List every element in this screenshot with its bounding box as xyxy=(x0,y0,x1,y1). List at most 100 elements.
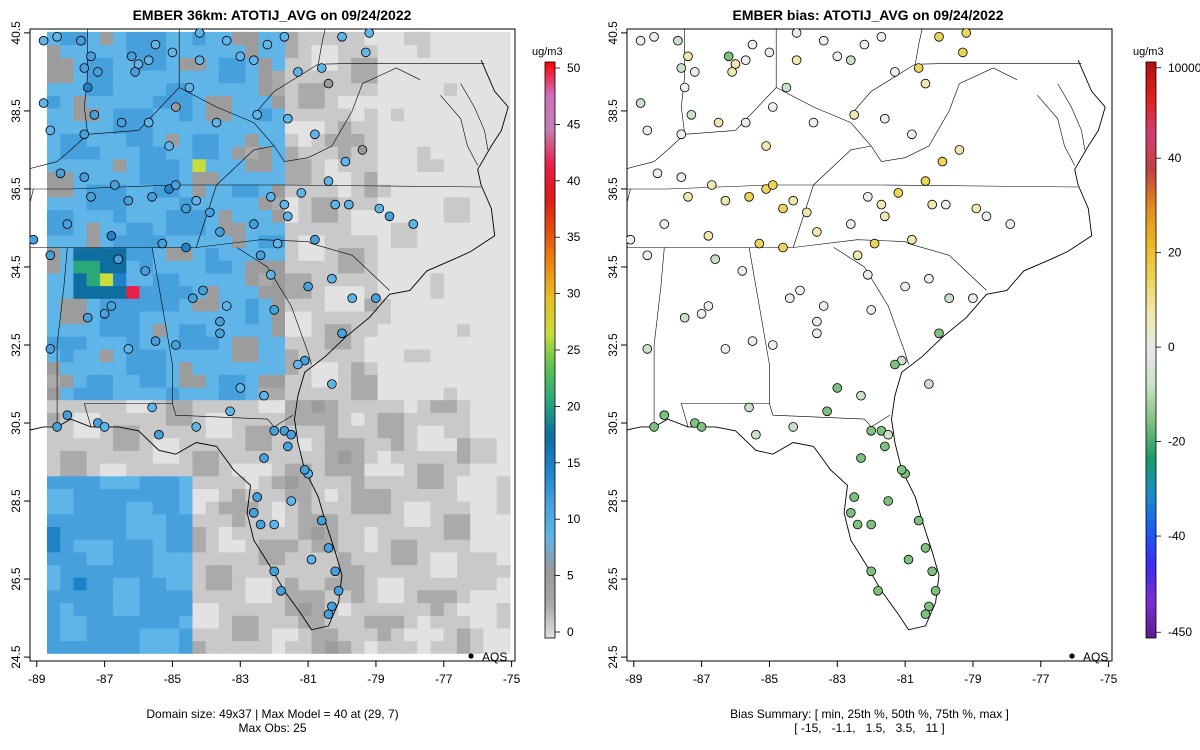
observation-site-marker xyxy=(150,336,161,346)
model-grid-cell xyxy=(139,285,154,299)
state-border xyxy=(56,247,68,427)
y-axis-tick-label: 28.5 xyxy=(9,489,23,513)
model-grid-cell xyxy=(99,374,114,388)
model-grid-cell xyxy=(113,564,127,578)
model-grid-cell xyxy=(457,501,471,515)
model-grid-cell xyxy=(443,323,458,337)
model-grid-cell xyxy=(47,146,61,160)
model-grid-cell xyxy=(205,564,220,578)
model-grid-cell xyxy=(166,31,180,46)
model-grid-cell xyxy=(232,260,246,274)
state-border xyxy=(922,63,1082,65)
model-grid-cell xyxy=(377,44,392,58)
model-grid-cell xyxy=(430,184,445,198)
model-grid-cell xyxy=(377,386,392,401)
model-grid-cell xyxy=(390,44,405,58)
model-grid-cell xyxy=(430,196,445,211)
model-grid-cell xyxy=(179,57,193,71)
model-grid-cell xyxy=(470,323,484,337)
model-grid-cell xyxy=(443,247,458,261)
model-grid-cell xyxy=(113,589,127,604)
model-grid-cell xyxy=(457,44,471,58)
right-footer-bias-values: [ -15, -1.1, 1.5, 3.5, 11 ] xyxy=(794,721,945,735)
model-grid-cell xyxy=(179,564,193,578)
bias-site-marker xyxy=(801,207,812,218)
model-grid-cell xyxy=(298,108,313,122)
model-grid-cell xyxy=(271,602,286,616)
model-grid-cell xyxy=(377,539,392,553)
model-grid-cell xyxy=(271,348,286,363)
model-grid-cell xyxy=(166,475,180,489)
model-grid-cell xyxy=(218,463,233,477)
model-grid-cell xyxy=(457,640,471,654)
model-grid-cell xyxy=(218,577,233,591)
left-map-observation-sites xyxy=(30,29,419,619)
model-grid-cell xyxy=(390,602,405,616)
model-grid-cell xyxy=(457,399,471,413)
model-grid-cell xyxy=(377,463,392,477)
bias-site-marker xyxy=(920,176,931,186)
model-grid-cell xyxy=(232,209,246,223)
observation-site-marker xyxy=(316,63,327,73)
model-grid-cell xyxy=(60,133,74,147)
model-grid-cell xyxy=(324,234,339,249)
model-grid-cell xyxy=(47,234,61,249)
model-grid-cell xyxy=(470,589,484,604)
model-grid-cell xyxy=(166,627,180,642)
model-grid-cell xyxy=(338,209,352,223)
observation-site-marker xyxy=(310,234,320,245)
model-grid-cell xyxy=(324,425,339,439)
model-grid-cell xyxy=(404,184,418,198)
model-grid-cell xyxy=(232,272,246,287)
observation-site-marker xyxy=(167,47,178,58)
model-grid-cell xyxy=(417,627,432,642)
model-grid-cell xyxy=(126,589,141,604)
model-grid-cell xyxy=(430,298,445,312)
model-grid-cell xyxy=(152,247,167,261)
model-grid-cell xyxy=(192,526,207,540)
observation-site-marker xyxy=(157,238,168,249)
model-grid-cell xyxy=(86,222,101,236)
model-grid-cell xyxy=(496,44,511,58)
model-grid-cell xyxy=(285,386,299,401)
model-grid-cell xyxy=(390,412,405,426)
model-grid-cell xyxy=(324,386,339,401)
model-grid-cell xyxy=(99,539,114,553)
model-grid-cell xyxy=(285,247,299,261)
model-grid-cell xyxy=(443,348,458,363)
model-grid-cell xyxy=(271,488,286,502)
state-border xyxy=(850,67,1018,162)
model-grid-cell xyxy=(351,260,365,274)
model-grid-cell xyxy=(139,501,154,515)
model-grid-cell xyxy=(139,298,154,312)
model-grid-cell xyxy=(298,386,313,401)
model-grid-cell xyxy=(73,247,88,261)
model-grid-cell xyxy=(139,31,154,46)
observation-site-marker xyxy=(293,359,303,370)
bias-site-marker xyxy=(778,242,788,253)
left-map-title: EMBER 36km: ATOTIJ_AVG on 09/24/2022 xyxy=(132,7,412,23)
model-grid-cell xyxy=(351,450,365,464)
model-grid-cell xyxy=(139,70,154,84)
model-grid-cell xyxy=(86,146,101,160)
model-grid-cell xyxy=(470,57,484,71)
model-grid-cell xyxy=(285,539,299,553)
state-border xyxy=(172,403,293,428)
model-grid-cell xyxy=(404,640,418,654)
model-grid-cell xyxy=(338,222,352,236)
model-grid-cell xyxy=(285,133,299,147)
model-grid-cell xyxy=(139,133,154,147)
model-grid-cell xyxy=(311,425,326,439)
bias-site-marker xyxy=(808,117,819,128)
model-grid-cell xyxy=(99,146,114,160)
model-grid-cell xyxy=(73,298,88,312)
model-grid-cell xyxy=(192,539,207,553)
model-grid-cell xyxy=(245,158,260,172)
model-grid-cell xyxy=(60,374,74,388)
right-map-panel: -89 -87 -85 -83 -81 -79 -77 -7524.526.528.530.5… xyxy=(606,21,1118,686)
model-grid-cell xyxy=(245,310,260,325)
model-grid-cell xyxy=(443,450,458,464)
model-grid-cell xyxy=(483,184,498,198)
model-grid-cell xyxy=(60,272,74,287)
model-grid-cell xyxy=(86,463,101,477)
